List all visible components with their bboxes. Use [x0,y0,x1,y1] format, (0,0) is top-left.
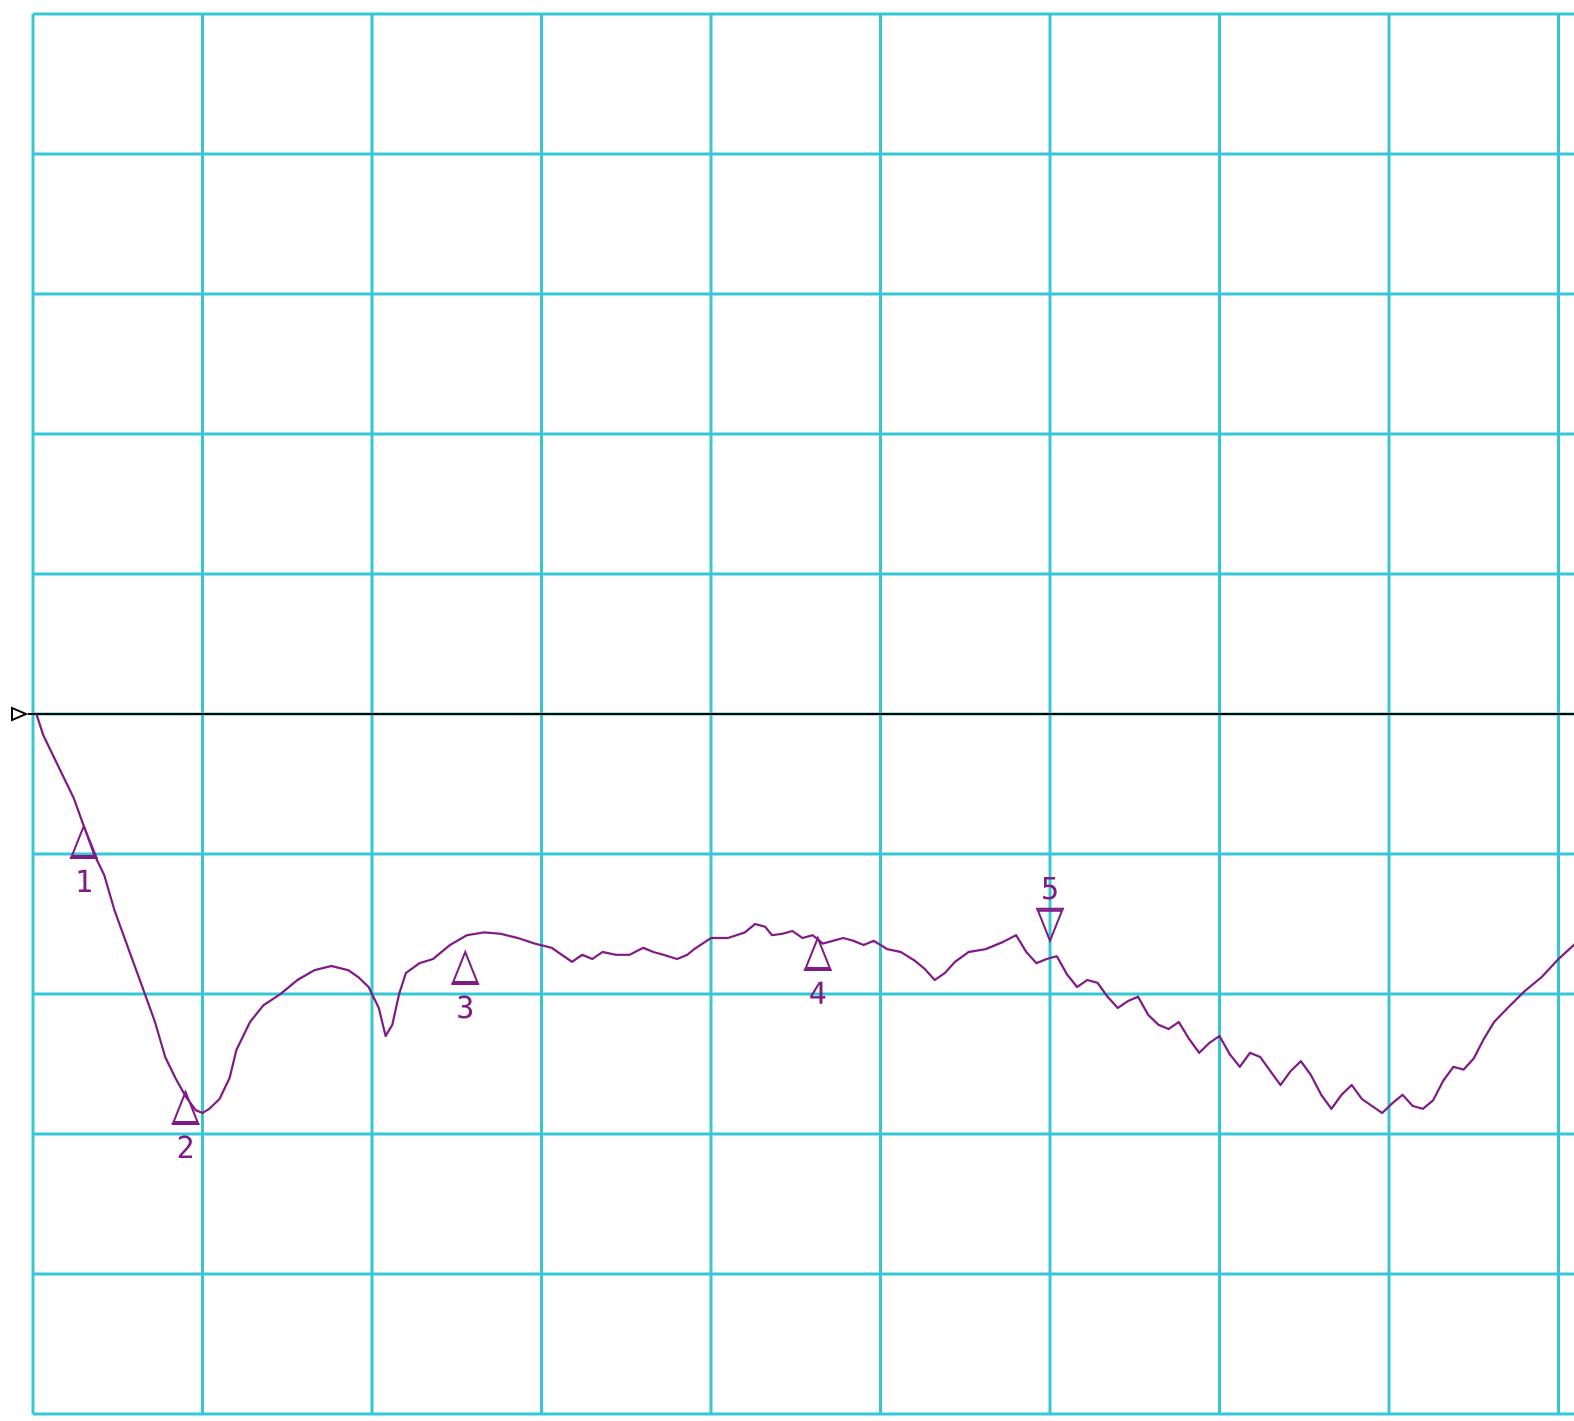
graticule [31,12,1574,1416]
marker-triangle-icon [1036,909,1064,944]
marker-label: 5 [1041,872,1059,907]
marker-3: 3 [451,949,480,1026]
marker-triangle-icon [172,1089,200,1123]
reference-level [11,706,1574,722]
marker-triangle-icon [804,935,832,969]
reference-arrow-icon [11,706,29,722]
trace-line-0 [35,713,1574,1115]
marker-triangle-icon [451,949,479,983]
trace [35,713,1574,1115]
marker-label: 3 [456,991,474,1026]
markers: 1 2 3 4 5 [69,823,1064,1166]
marker-4: 4 [803,935,832,1012]
marker-5: 5 [1036,872,1064,944]
marker-2: 2 [171,1089,200,1166]
marker-label: 2 [177,1131,195,1166]
marker-triangle-icon [70,823,98,857]
marker-1: 1 [69,823,98,900]
marker-label: 4 [809,977,827,1012]
marker-label: 1 [75,865,93,900]
